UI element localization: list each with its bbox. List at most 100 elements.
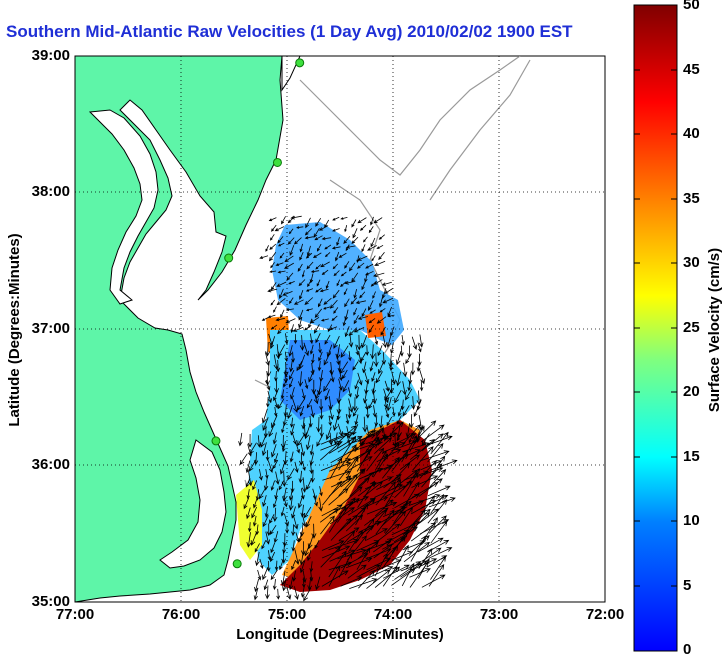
velocity-arrow	[408, 372, 413, 385]
velocity-arrow	[264, 506, 269, 518]
velocity-arrow	[319, 486, 323, 497]
velocity-arrow	[246, 507, 251, 520]
velocity-arrow	[411, 475, 439, 488]
velocity-arrow	[324, 389, 330, 401]
velocity-arrow	[391, 568, 416, 586]
velocity-arrow	[245, 460, 251, 474]
velocity-arrow	[296, 360, 303, 372]
velocity-arrow	[383, 396, 388, 409]
velocity-arrow	[357, 316, 368, 320]
velocity-arrow	[283, 495, 288, 508]
velocity-arrow	[285, 318, 296, 324]
velocity-arrow	[274, 370, 278, 382]
chesapeake-bay	[88, 109, 159, 305]
velocity-arrow	[332, 289, 340, 299]
velocity-arrow	[375, 371, 383, 384]
velocity-arrow	[328, 565, 341, 587]
velocity-arrow	[328, 488, 349, 506]
velocity-arrow	[399, 506, 413, 527]
velocity-arrow	[362, 361, 367, 374]
velocity-arrow	[262, 515, 269, 528]
velocity-arrow	[402, 362, 408, 378]
velocity-arrow	[356, 334, 362, 351]
velocity-arrow	[316, 435, 323, 447]
y-tick-label: 35:00	[31, 593, 70, 610]
velocity-arrow	[266, 396, 270, 408]
velocity-arrow	[356, 255, 360, 263]
velocity-arrow	[304, 379, 309, 390]
velocity-arrow	[387, 306, 392, 317]
velocity-arrow	[305, 252, 313, 259]
colorbar-tick-label: 50	[683, 0, 700, 13]
velocity-arrow	[265, 379, 271, 391]
y-tick-label: 39:00	[31, 47, 70, 64]
velocity-arrow	[369, 361, 374, 372]
velocity-arrow	[291, 351, 295, 363]
y-tick-label: 36:00	[31, 456, 70, 473]
velocity-arrow	[319, 407, 324, 420]
velocity-arrow	[429, 469, 447, 487]
colorbar-tick-label: 40	[683, 125, 700, 142]
velocity-arrow	[365, 407, 370, 419]
velocity-arrow	[321, 545, 351, 559]
velocity-arrow	[336, 237, 340, 246]
velocity-arrow	[383, 473, 402, 489]
velocity-arrow	[368, 318, 376, 324]
colorbar-tick-label: 30	[683, 254, 700, 271]
velocity-arrow	[288, 495, 294, 511]
velocity-arrow	[374, 450, 387, 471]
velocity-arrow	[245, 477, 251, 488]
velocity-arrow	[366, 566, 394, 580]
velocity-arrow	[409, 561, 429, 588]
velocity-arrow	[315, 287, 322, 293]
velocity-arrow	[253, 587, 259, 601]
x-tick-label: 73:00	[479, 606, 519, 623]
velocity-arrow	[281, 423, 285, 434]
velocity-arrow	[298, 470, 303, 484]
velocity-arrow	[421, 433, 444, 452]
velocity-arrow	[373, 352, 379, 368]
velocity-arrow	[250, 532, 257, 546]
velocity-arrow	[364, 481, 383, 497]
velocity-arrow	[407, 381, 411, 392]
velocity-arrow	[409, 425, 425, 452]
colorbar-ticks	[634, 4, 677, 587]
velocity-arrow	[288, 228, 294, 235]
velocity-arrow	[353, 308, 358, 316]
velocity-arrow	[308, 369, 315, 383]
velocity-arrow	[279, 461, 286, 475]
colorbar-tick-label: 5	[683, 577, 692, 594]
velocity-arrow	[417, 537, 444, 553]
velocity-arrow	[282, 578, 287, 592]
velocity-arrow	[378, 234, 385, 240]
velocity-arrow	[248, 459, 257, 472]
velocity-arrow	[333, 270, 340, 277]
velocity-arrow	[401, 435, 417, 463]
velocity-arrow	[383, 536, 407, 560]
velocity-arrow	[340, 271, 347, 277]
velocity-arrow	[288, 576, 294, 591]
velocity-arrow	[418, 478, 443, 497]
velocity-arrow	[315, 576, 321, 591]
radar-station-marker	[295, 58, 305, 68]
velocity-arrow	[238, 432, 243, 447]
velocity-arrow	[338, 370, 343, 382]
velocity-arrow	[335, 251, 340, 262]
velocity-arrow	[296, 433, 306, 447]
velocity-arrow	[371, 255, 376, 262]
velocity-arrow	[372, 405, 377, 418]
velocity-arrow	[370, 237, 376, 248]
velocity-arrow	[306, 398, 313, 409]
velocity-arrow	[405, 388, 413, 401]
velocity-arrow	[383, 421, 404, 442]
velocity-arrow	[309, 333, 314, 345]
velocity-arrow	[255, 524, 260, 536]
velocity-arrow	[378, 415, 384, 429]
velocity-arrow	[273, 406, 278, 417]
velocity-arrow	[290, 387, 295, 400]
velocity-arrow	[298, 279, 306, 287]
velocity-arrow	[367, 245, 377, 251]
velocity-arrow	[365, 548, 392, 560]
velocity-arrow	[299, 289, 304, 300]
velocity-arrow	[402, 424, 421, 445]
